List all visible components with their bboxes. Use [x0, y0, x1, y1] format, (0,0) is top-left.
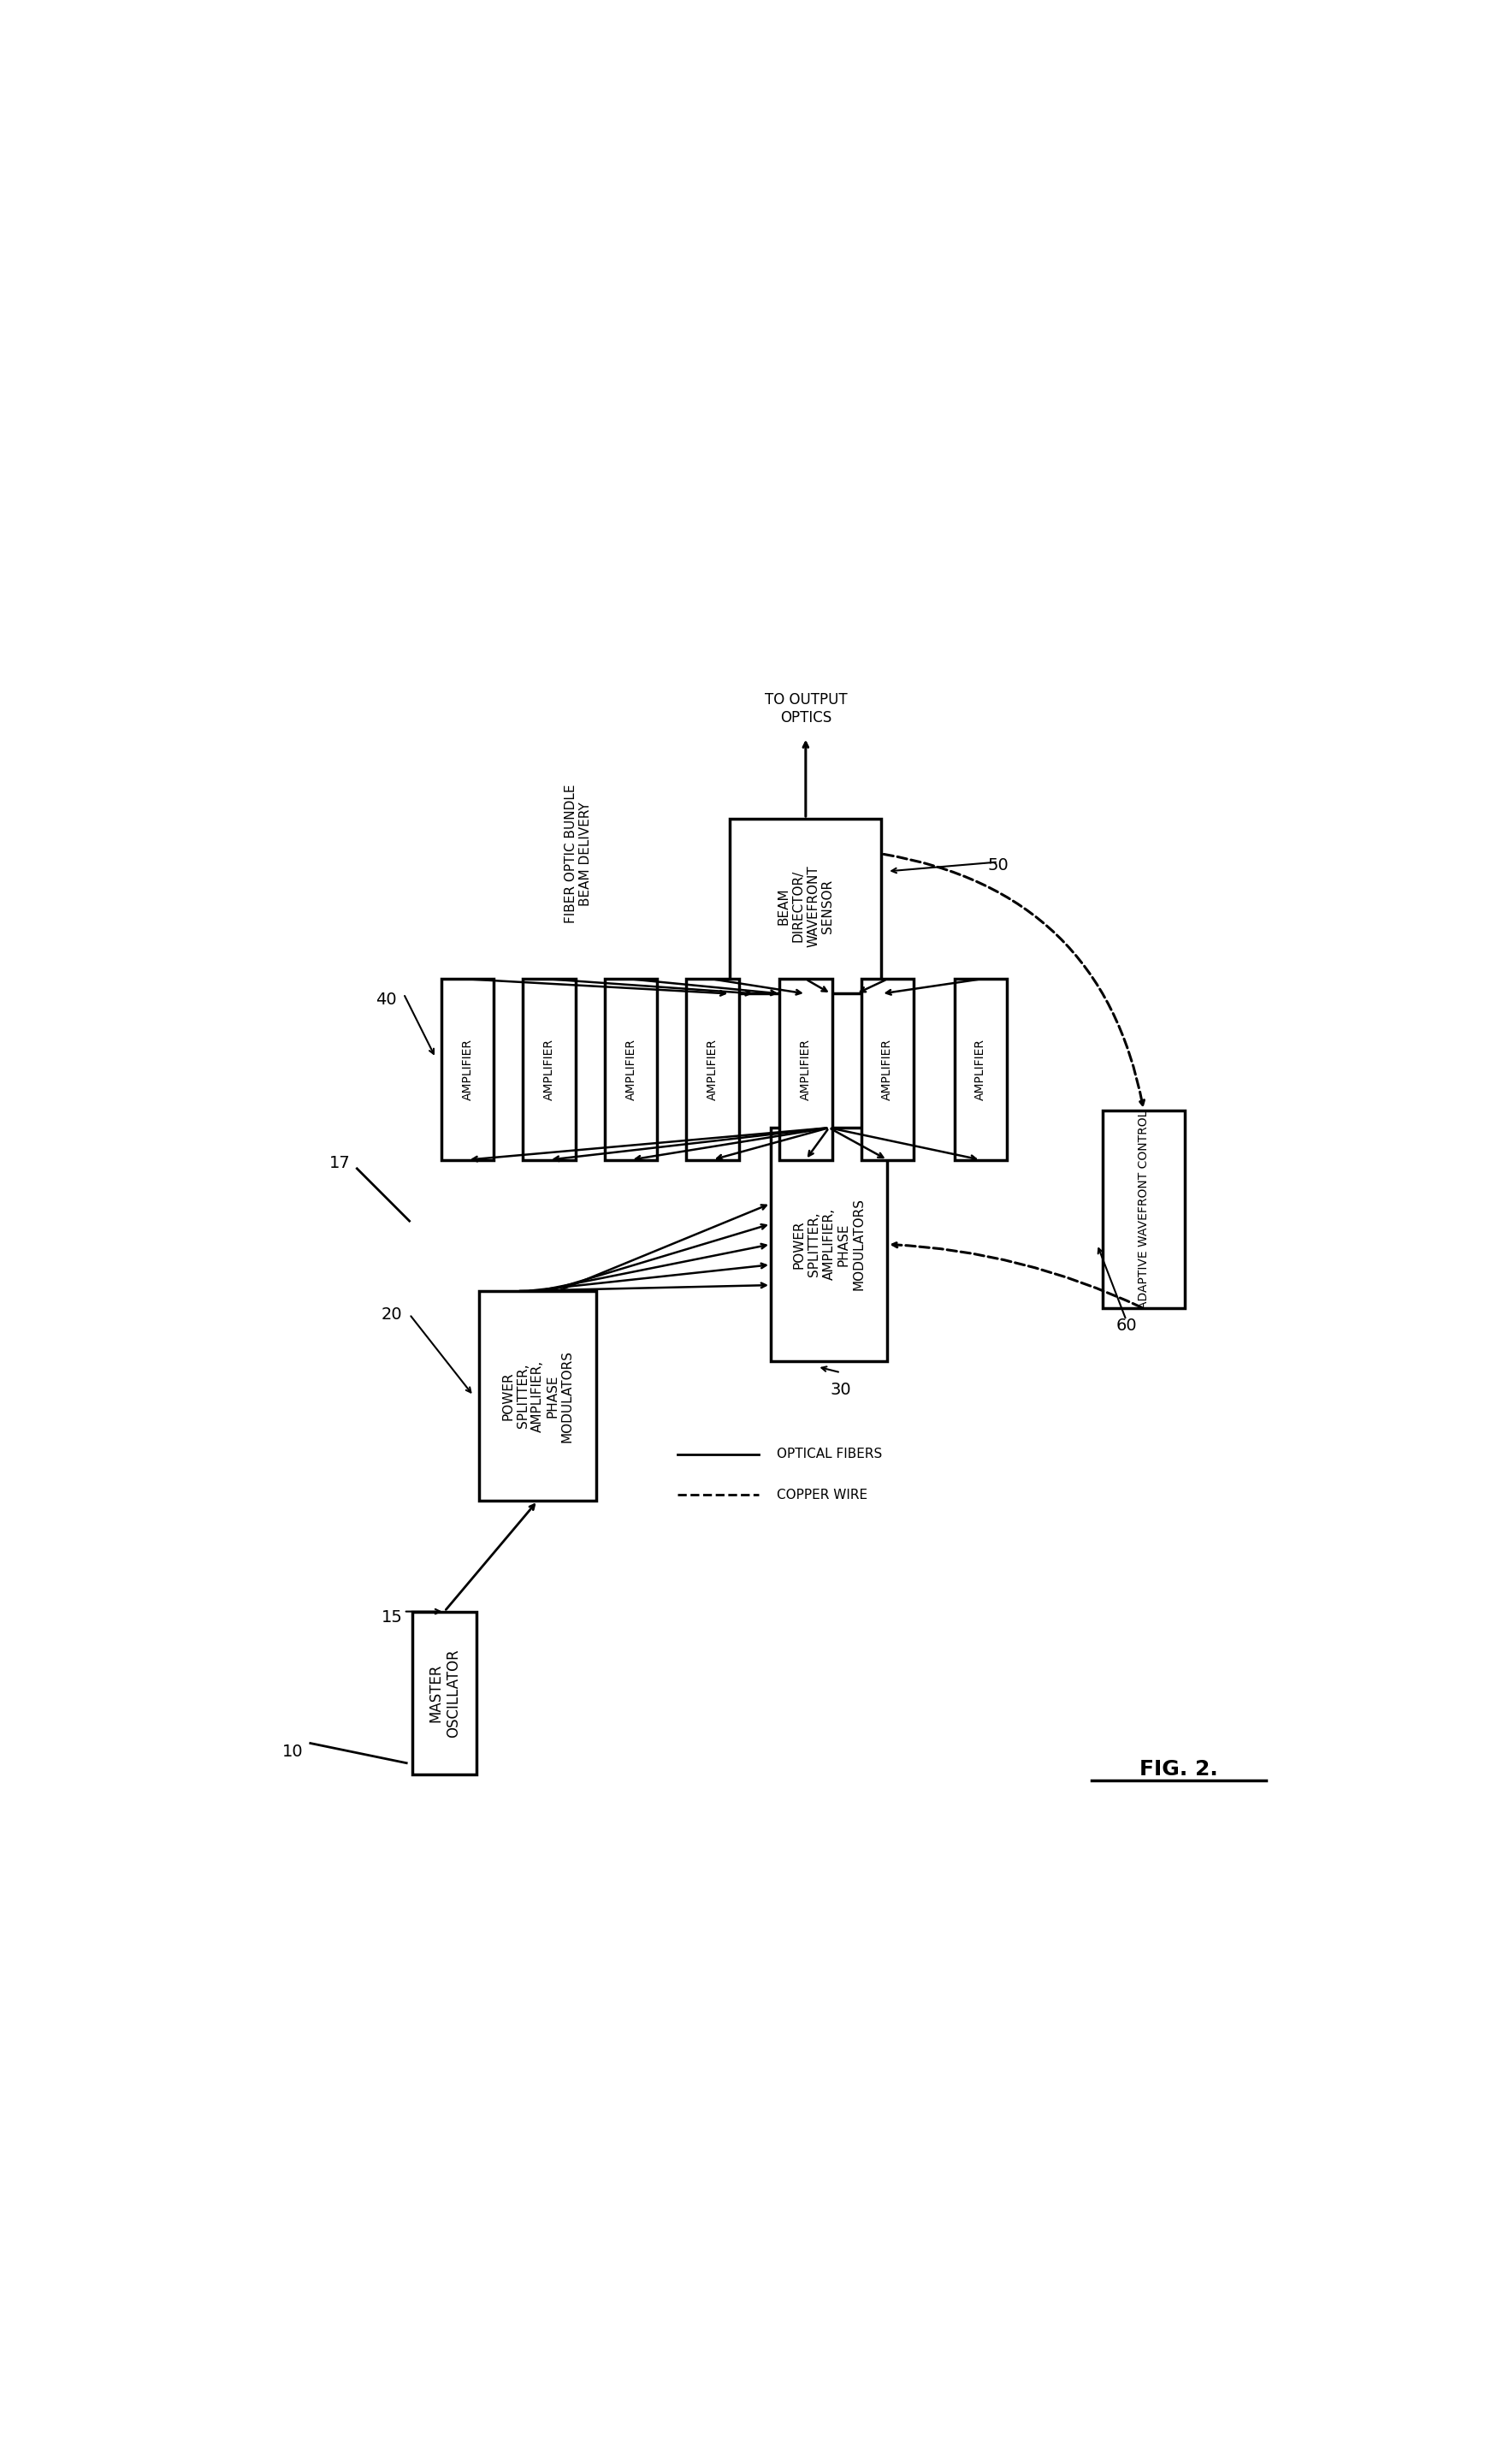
Bar: [954, 978, 1006, 1161]
Bar: [523, 978, 576, 1161]
Text: AMPLIFIER: AMPLIFIER: [974, 1040, 986, 1101]
Bar: [479, 1291, 595, 1501]
Bar: [412, 1611, 476, 1774]
Text: TO OUTPUT
OPTICS: TO OUTPUT OPTICS: [764, 692, 846, 724]
Text: ADAPTIVE WAVEFRONT CONTROL: ADAPTIVE WAVEFRONT CONTROL: [1138, 1109, 1148, 1308]
Bar: [604, 978, 657, 1161]
Bar: [861, 978, 912, 1161]
Text: 60: 60: [1115, 1318, 1136, 1333]
Text: AMPLIFIER: AMPLIFIER: [881, 1040, 893, 1101]
Text: OPTICAL FIBERS: OPTICAL FIBERS: [776, 1449, 881, 1461]
Text: 17: 17: [329, 1156, 350, 1170]
Bar: [729, 818, 881, 993]
Text: AMPLIFIER: AMPLIFIER: [706, 1040, 718, 1101]
Text: 20: 20: [382, 1306, 403, 1323]
Text: 30: 30: [830, 1382, 851, 1397]
Text: POWER
SPLITTER,
AMPLIFIER,
PHASE
MODULATORS: POWER SPLITTER, AMPLIFIER, PHASE MODULAT…: [500, 1350, 574, 1441]
Text: 15: 15: [382, 1609, 403, 1626]
Text: MASTER
OSCILLATOR: MASTER OSCILLATOR: [427, 1648, 461, 1737]
Text: POWER
SPLITTER,
AMPLIFIER,
PHASE
MODULATORS: POWER SPLITTER, AMPLIFIER, PHASE MODULAT…: [792, 1198, 864, 1291]
Text: 10: 10: [283, 1742, 304, 1759]
Bar: [685, 978, 738, 1161]
Text: AMPLIFIER: AMPLIFIER: [800, 1040, 812, 1101]
Text: 40: 40: [376, 991, 397, 1008]
Text: COPPER WIRE: COPPER WIRE: [776, 1488, 867, 1501]
Bar: [1102, 1111, 1184, 1308]
Text: AMPLIFIER: AMPLIFIER: [543, 1040, 555, 1101]
Text: AMPLIFIER: AMPLIFIER: [625, 1040, 636, 1101]
Bar: [442, 978, 493, 1161]
Bar: [771, 1129, 887, 1360]
Text: 50: 50: [987, 857, 1009, 875]
Text: FIBER OPTIC BUNDLE
BEAM DELIVERY: FIBER OPTIC BUNDLE BEAM DELIVERY: [564, 784, 592, 924]
Text: FIG. 2.: FIG. 2.: [1139, 1759, 1217, 1779]
Text: AMPLIFIER: AMPLIFIER: [461, 1040, 473, 1101]
Bar: [779, 978, 831, 1161]
Text: BEAM
DIRECTOR/
WAVEFRONT
SENSOR: BEAM DIRECTOR/ WAVEFRONT SENSOR: [777, 865, 834, 946]
